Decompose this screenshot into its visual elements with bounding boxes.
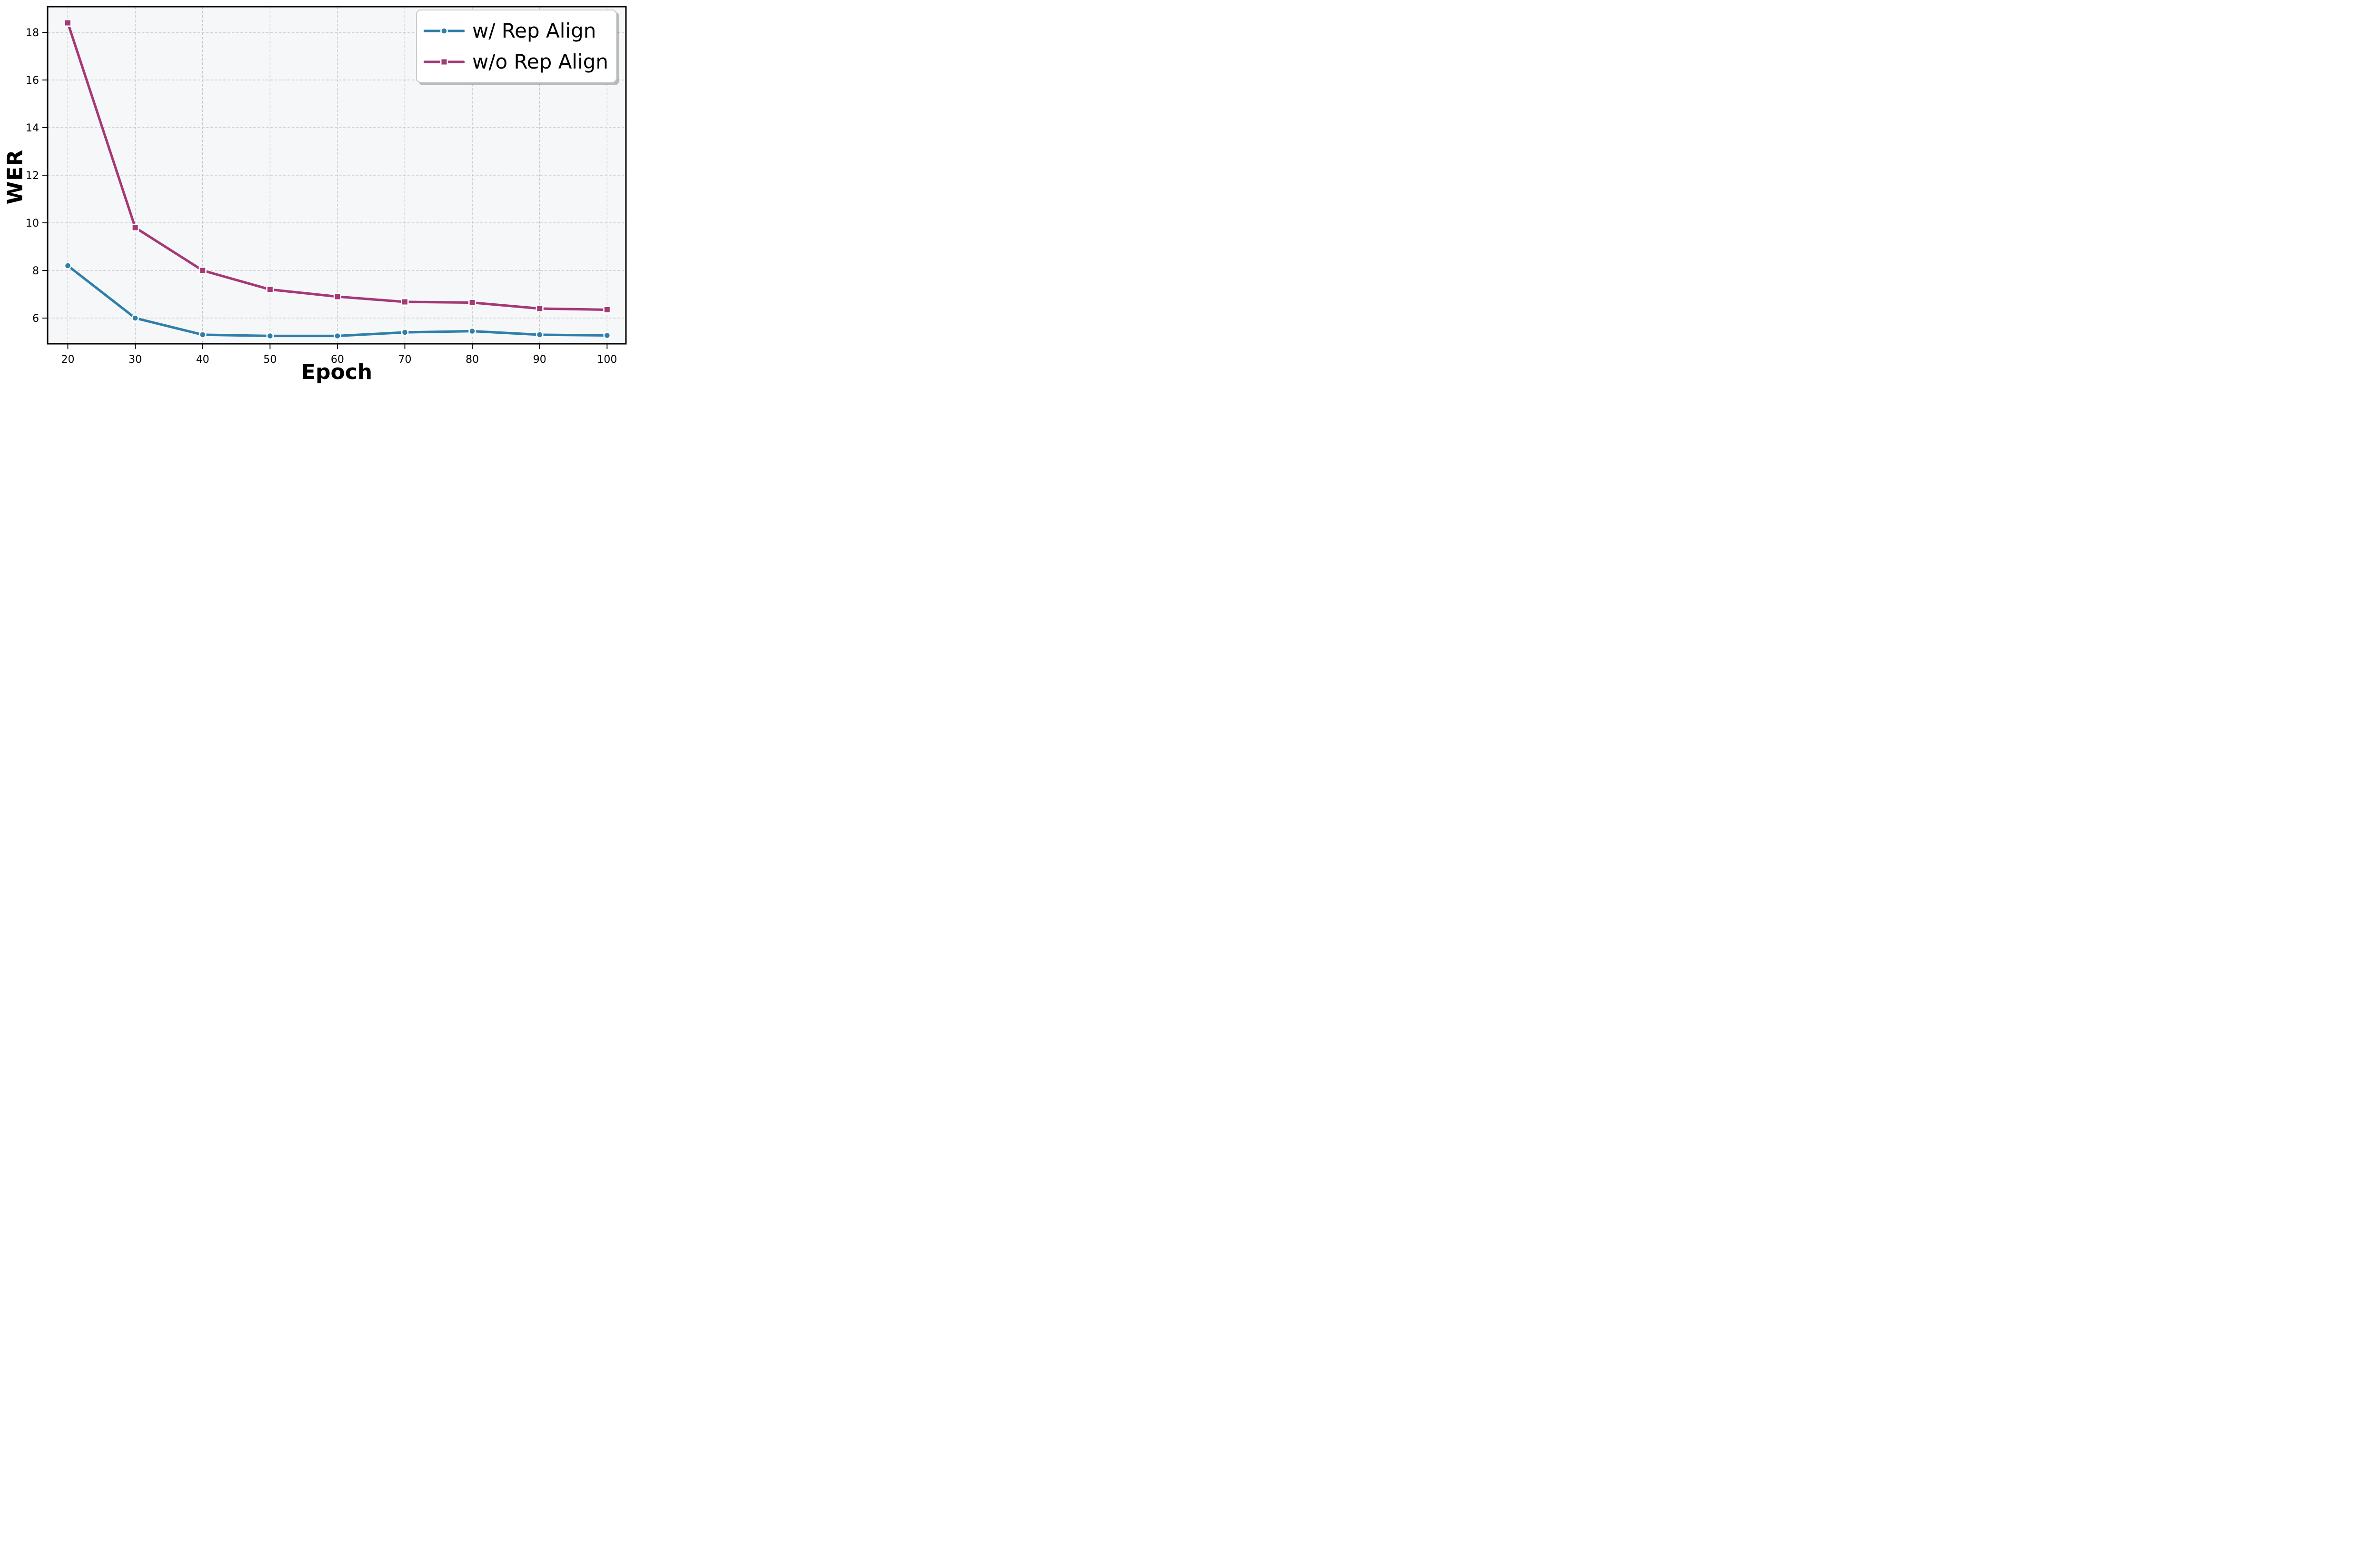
x-tick-label: 50 xyxy=(263,354,277,366)
x-axis-title: Epoch xyxy=(301,360,373,384)
y-tick-label: 18 xyxy=(26,27,39,39)
x-tick-label: 90 xyxy=(533,354,546,366)
data-point-marker xyxy=(266,285,274,294)
data-point-marker xyxy=(131,223,139,232)
legend-item-without-rep-align: w/o Rep Align xyxy=(424,47,609,77)
data-point-marker xyxy=(198,266,207,275)
data-point-marker xyxy=(333,292,342,301)
legend-label: w/o Rep Align xyxy=(472,50,609,73)
data-point-marker xyxy=(334,332,341,340)
x-tick-label: 100 xyxy=(597,354,617,366)
y-tick-label: 10 xyxy=(26,218,39,230)
data-point-marker xyxy=(401,298,409,306)
data-point-marker xyxy=(603,331,611,339)
legend: w/ Rep Align w/o Rep Align xyxy=(416,10,617,83)
axes-spines xyxy=(47,6,627,345)
wer-vs-epoch-figure: 20 30 40 50 60 70 80 90 100 6 8 10 12 14 16 18 WER Epoc… xyxy=(0,0,633,387)
data-point-marker xyxy=(131,314,139,322)
y-tick-label: 16 xyxy=(26,75,39,87)
data-point-marker xyxy=(536,331,544,339)
legend-swatch-line-square-icon xyxy=(424,58,465,66)
data-point-marker xyxy=(468,299,476,307)
x-tick-label: 20 xyxy=(61,354,74,366)
y-tick-label: 12 xyxy=(26,170,39,182)
legend-item-with-rep-align: w/ Rep Align xyxy=(424,16,609,46)
y-axis-title: WER xyxy=(3,149,28,205)
y-tick-label: 6 xyxy=(32,313,39,325)
x-tick-label: 80 xyxy=(466,354,479,366)
x-tick-label: 30 xyxy=(129,354,142,366)
x-tick-label: 40 xyxy=(196,354,209,366)
data-point-marker xyxy=(603,306,611,314)
data-point-marker xyxy=(266,332,274,340)
data-point-marker xyxy=(64,262,72,269)
y-tick-label: 14 xyxy=(26,122,39,134)
x-tick-label: 70 xyxy=(398,354,412,366)
legend-swatch-line-circle-icon xyxy=(424,27,465,35)
data-point-marker xyxy=(536,304,544,313)
data-point-marker xyxy=(198,331,207,339)
data-point-marker xyxy=(468,327,476,335)
data-point-marker xyxy=(64,19,72,27)
y-tick-label: 8 xyxy=(32,265,39,277)
x-tick-label: 60 xyxy=(331,354,344,366)
legend-label: w/ Rep Align xyxy=(472,19,596,42)
data-point-marker xyxy=(401,329,409,336)
